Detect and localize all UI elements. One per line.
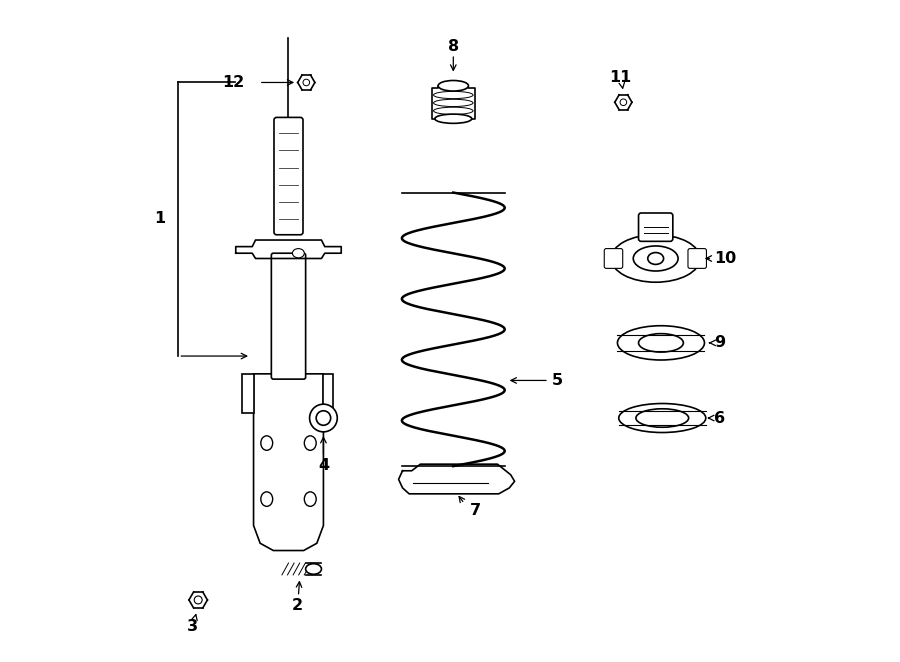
Ellipse shape [648,252,663,264]
Text: 6: 6 [714,410,724,426]
Ellipse shape [611,235,700,282]
Ellipse shape [434,107,473,115]
Text: 2: 2 [292,598,302,614]
Ellipse shape [634,246,678,271]
Ellipse shape [310,404,338,432]
Ellipse shape [438,81,469,91]
Ellipse shape [261,492,273,506]
Ellipse shape [304,492,316,506]
Ellipse shape [619,404,706,432]
Ellipse shape [303,79,310,86]
Ellipse shape [304,436,316,450]
Text: 7: 7 [470,503,481,518]
Polygon shape [236,240,341,258]
Text: 5: 5 [553,373,563,388]
Text: 10: 10 [714,251,736,266]
Ellipse shape [636,409,688,427]
Text: 12: 12 [222,75,244,90]
Ellipse shape [316,410,330,425]
Text: 9: 9 [714,336,724,350]
Polygon shape [431,86,475,118]
FancyBboxPatch shape [688,249,706,268]
Polygon shape [242,374,254,413]
Polygon shape [399,464,515,494]
Polygon shape [254,374,323,551]
Polygon shape [323,374,333,413]
Ellipse shape [435,114,472,123]
Ellipse shape [620,99,626,105]
Text: 11: 11 [609,70,631,85]
Ellipse shape [261,436,273,450]
Ellipse shape [194,596,202,604]
Ellipse shape [292,249,304,258]
FancyBboxPatch shape [272,253,306,379]
Ellipse shape [434,99,473,107]
Text: 8: 8 [447,38,459,54]
Ellipse shape [434,91,473,99]
Text: 1: 1 [155,211,166,226]
Text: 3: 3 [187,619,199,634]
Ellipse shape [617,326,705,360]
Ellipse shape [638,334,683,352]
FancyBboxPatch shape [604,249,623,268]
Ellipse shape [306,564,321,574]
FancyBboxPatch shape [274,117,303,235]
Text: 4: 4 [318,458,329,473]
FancyBboxPatch shape [638,213,673,242]
